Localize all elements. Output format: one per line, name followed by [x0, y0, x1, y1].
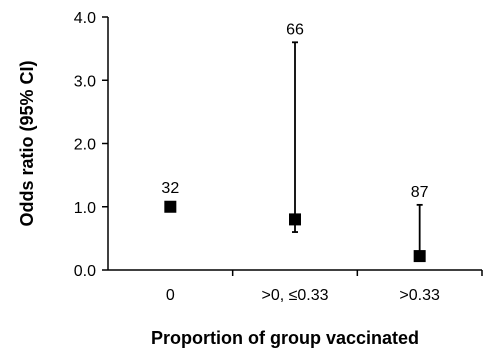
data-marks: 32 66 87 [161, 21, 429, 263]
data-point-marker [413, 250, 426, 263]
data-label: 32 [161, 180, 179, 197]
x-tick-label: 0 [166, 287, 175, 304]
y-tick-label: 3.0 [74, 73, 96, 90]
y-tick-label: 1.0 [74, 200, 96, 217]
y-axis-title: Odds ratio (95% CI) [17, 60, 37, 226]
y-tick-label: 4.0 [74, 10, 96, 27]
data-point-marker [289, 213, 301, 226]
data-label: 66 [286, 21, 304, 38]
x-axis-title: Proportion of group vaccinated [151, 328, 419, 348]
y-ticks: 0.0 1.0 2.0 3.0 4.0 [74, 10, 108, 280]
data-label: 87 [411, 184, 429, 201]
y-tick-label: 0.0 [74, 263, 96, 280]
x-tick-label: >0, ≤0.33 [261, 287, 328, 304]
x-tick-label: >0.33 [399, 287, 440, 304]
x-ticks: 0 >0, ≤0.33 >0.33 [166, 270, 483, 304]
y-tick-label: 2.0 [74, 137, 96, 154]
data-point-marker [164, 200, 177, 213]
